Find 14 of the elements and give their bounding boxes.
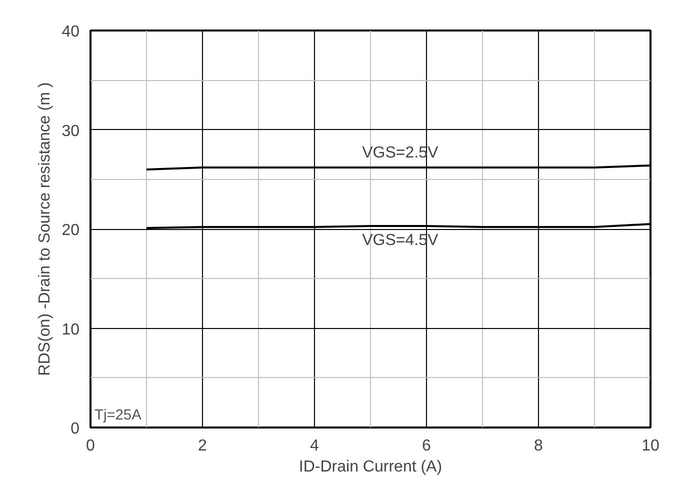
y-axis-title: RDS(on) -Drain to Source resistance (m ) — [36, 82, 54, 376]
y-tick-label: 0 — [70, 420, 80, 438]
y-tick-label: 20 — [62, 222, 80, 239]
x-tick-label: 4 — [310, 438, 320, 454]
x-tick-label: 10 — [642, 438, 660, 454]
y-tick-label: 40 — [62, 24, 80, 40]
y-tick-label: 10 — [62, 321, 80, 338]
annotation: Tj=25A — [94, 408, 142, 424]
x-tick-label: 2 — [198, 438, 208, 454]
x-tick-label: 8 — [534, 438, 544, 454]
x-tick-label: 0 — [86, 438, 96, 454]
x-tick-label: 6 — [422, 438, 432, 454]
x-axis-title: ID-Drain Current (A) — [298, 458, 442, 476]
y-tick-label: 30 — [62, 122, 80, 140]
